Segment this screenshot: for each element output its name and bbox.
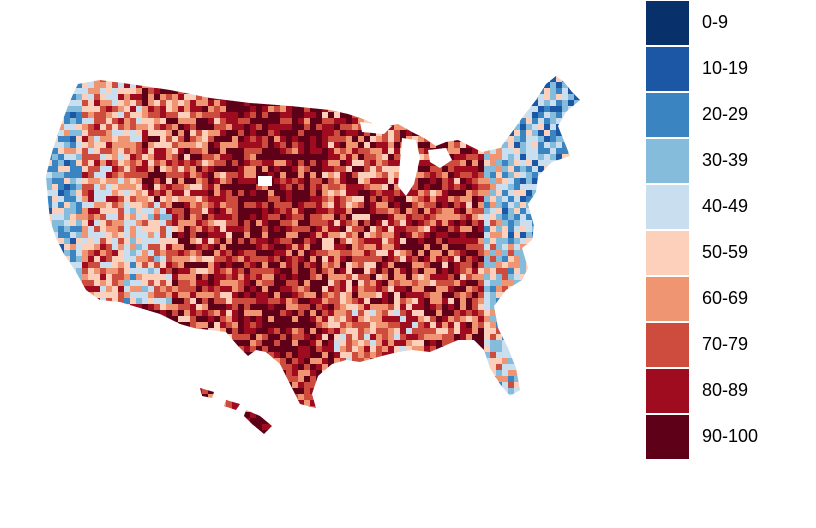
legend-item: 20-29 xyxy=(646,92,806,138)
legend-swatch xyxy=(646,369,689,413)
legend-swatch xyxy=(646,93,689,137)
legend-swatch xyxy=(646,185,689,229)
legend-label: 80-89 xyxy=(702,380,749,400)
legend-label: 40-49 xyxy=(702,196,749,216)
legend-item: 40-49 xyxy=(646,184,806,230)
legend-swatch xyxy=(646,231,689,275)
legend-item: 10-19 xyxy=(646,46,806,92)
legend-label: 60-69 xyxy=(702,288,749,308)
legend-label: 30-39 xyxy=(702,150,749,170)
legend-swatch xyxy=(646,277,689,321)
legend-label: 10-19 xyxy=(702,58,749,78)
legend-item: 90-100 xyxy=(646,414,806,460)
us-county-choropleth-map xyxy=(46,76,580,434)
legend-swatch xyxy=(646,47,689,91)
legend-item: 70-79 xyxy=(646,322,806,368)
legend-swatch xyxy=(646,323,689,367)
legend-swatch xyxy=(646,1,689,45)
legend-item: 50-59 xyxy=(646,230,806,276)
legend-label: 90-100 xyxy=(702,426,759,446)
legend-item: 0-9 xyxy=(646,0,806,46)
legend-item: 30-39 xyxy=(646,138,806,184)
legend-label: 70-79 xyxy=(702,334,749,354)
legend-swatch xyxy=(646,139,689,183)
legend-swatch xyxy=(646,415,689,459)
legend-label: 50-59 xyxy=(702,242,749,262)
legend-label: 20-29 xyxy=(702,104,749,124)
county-cells xyxy=(46,76,580,434)
legend: 0-9 10-19 20-29 30-39 40-49 50-59 60-69 70-79 80… xyxy=(646,0,806,460)
legend-label: 0-9 xyxy=(702,12,729,32)
legend-item: 80-89 xyxy=(646,368,806,414)
great-lakes xyxy=(258,122,452,196)
legend-item: 60-69 xyxy=(646,276,806,322)
